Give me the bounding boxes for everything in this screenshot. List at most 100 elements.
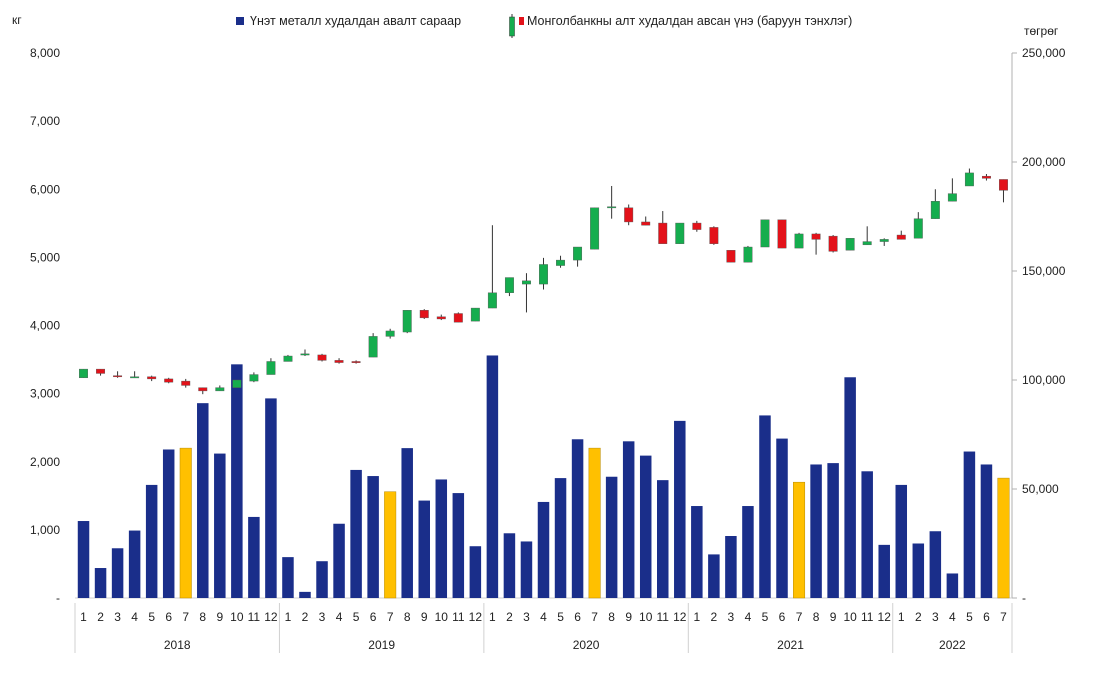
month-tick-label: 7: [1000, 610, 1007, 624]
month-tick-label: 7: [796, 610, 803, 624]
candlestick-series: [79, 168, 1008, 395]
month-tick-label: 7: [387, 610, 394, 624]
candle-body: [402, 310, 412, 333]
candle-body: [249, 374, 259, 382]
right-tick-label: 250,000: [1022, 46, 1066, 60]
month-tick-label: 9: [216, 610, 223, 624]
candle-body: [504, 277, 514, 294]
month-tick-label: 7: [591, 610, 598, 624]
month-tick-label: 2: [506, 610, 513, 624]
bar: [725, 536, 737, 598]
month-tick-label: 5: [557, 610, 564, 624]
candle-body: [419, 310, 429, 319]
bar: [708, 554, 720, 598]
candle-body: [607, 206, 617, 209]
left-axis-ticks: - 1,000 2,000 3,000 4,000 5,000 6,000 7,000 8,00…: [30, 46, 60, 605]
bar: [435, 479, 448, 598]
candle-body: [675, 222, 685, 244]
bar: [214, 453, 226, 598]
candle-body: [879, 239, 889, 242]
bar: [946, 573, 959, 598]
bar: [231, 364, 243, 598]
month-tick-label: 1: [80, 610, 87, 624]
candle-body: [726, 250, 736, 263]
bar: [179, 447, 192, 599]
month-tick-label: 9: [421, 610, 428, 624]
left-tick-label: -: [56, 591, 60, 605]
left-tick-label: 3,000: [30, 387, 60, 401]
bar: [878, 544, 890, 598]
bar: [793, 481, 806, 599]
x-axis-year-labels: 2018 2019 2020 2021 2022: [74, 603, 1013, 653]
candle-body: [487, 292, 497, 309]
right-tick-label: 100,000: [1022, 373, 1066, 387]
right-axis-unit-label: төгрөг: [1024, 24, 1059, 38]
month-tick-label: 12: [878, 610, 892, 624]
candle-body: [845, 238, 855, 251]
month-tick-label: 6: [165, 610, 172, 624]
candle-body: [760, 219, 770, 248]
candle-body: [964, 172, 974, 187]
candle-body: [999, 179, 1008, 191]
bar: [810, 464, 822, 598]
candle-body: [470, 307, 480, 322]
legend-candle-label: Монголбанкны алт худалдан авсан үнэ (бар…: [527, 14, 852, 28]
month-tick-label: 4: [540, 610, 547, 624]
month-tick-label: 3: [114, 610, 121, 624]
month-tick-label: 1: [285, 610, 292, 624]
bar: [333, 523, 345, 598]
candle-body: [181, 380, 191, 386]
bar: [367, 476, 379, 598]
bar: [844, 377, 856, 598]
bar: [929, 531, 942, 598]
bar: [980, 464, 993, 598]
month-tick-label: 12: [264, 610, 278, 624]
year-label: 2020: [573, 638, 600, 652]
left-tick-label: 4,000: [30, 319, 60, 333]
candle-body: [334, 360, 344, 363]
legend: Үнэт металл худалдан авалт сараар Монгол…: [236, 14, 852, 38]
candle-body: [539, 264, 548, 285]
month-tick-label: 6: [370, 610, 377, 624]
bar: [657, 480, 669, 598]
bar: [605, 476, 618, 598]
bar: [299, 591, 311, 598]
bar: [401, 448, 413, 598]
month-tick-label: 2: [97, 610, 104, 624]
candle-body: [300, 353, 310, 356]
bar: [111, 548, 124, 598]
candle-body: [96, 368, 106, 374]
candle-body: [436, 316, 446, 320]
candle-body: [709, 227, 719, 244]
candle-body: [368, 336, 378, 358]
candle-body: [164, 378, 174, 383]
legend-candle-down-swatch: [519, 17, 524, 25]
x-axis-month-labels: 1 2 3 4 5 6 7 8 9 10 11 12 1 2 3 4 5 6 7 8 9 10 11 12 1 2 3 4 5 6 7 8 9 1…: [80, 610, 1007, 624]
bar: [912, 543, 925, 598]
bar: [537, 501, 550, 598]
legend-bar-swatch: [236, 17, 244, 25]
candle-body: [624, 207, 634, 223]
legend-candle-up-swatch: [509, 16, 515, 37]
bar: [895, 484, 908, 598]
right-axis-ticks: - 50,000 100,000 150,000 200,000 250,000: [1012, 46, 1066, 605]
month-tick-label: 4: [745, 610, 752, 624]
month-tick-label: 9: [625, 610, 632, 624]
bar: [759, 415, 771, 598]
month-tick-label: 10: [843, 610, 857, 624]
candle-body: [198, 387, 208, 392]
month-tick-label: 12: [469, 610, 483, 624]
candle-body: [641, 221, 651, 226]
month-tick-label: 1: [898, 610, 905, 624]
bar: [691, 506, 703, 598]
left-tick-label: 7,000: [30, 114, 60, 128]
bar: [554, 478, 567, 598]
right-tick-label: -: [1022, 591, 1026, 605]
candle-body: [658, 222, 668, 244]
candle-body: [692, 222, 702, 230]
month-tick-label: 1: [693, 610, 700, 624]
year-label: 2018: [164, 638, 191, 652]
month-tick-label: 8: [199, 610, 206, 624]
